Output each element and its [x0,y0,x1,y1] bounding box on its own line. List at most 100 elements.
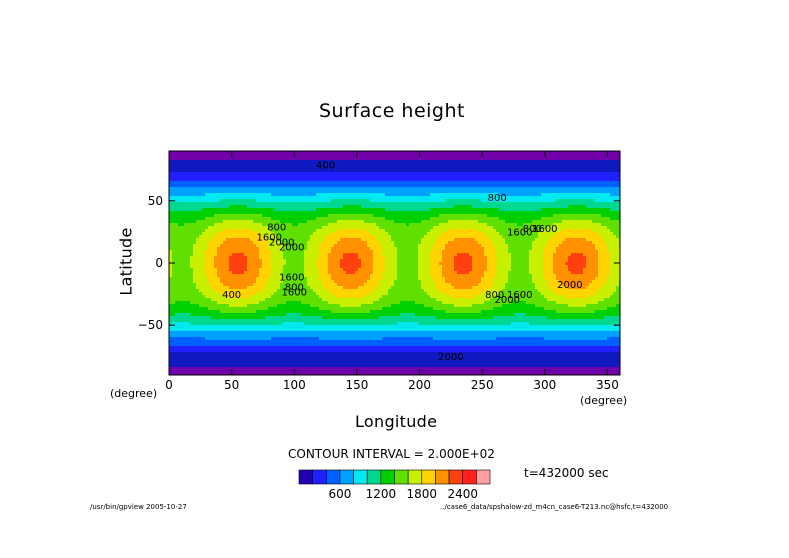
field-cell [322,310,325,313]
field-cell [319,151,322,154]
field-cell [271,256,274,259]
field-cell [181,253,184,256]
field-cell [265,154,268,157]
field-cell [259,370,262,373]
field-cell [256,268,259,271]
field-cell [238,313,241,316]
field-cell [271,166,274,169]
field-cell [346,250,349,253]
field-cell [343,184,346,187]
field-cell [289,346,292,349]
field-cell [268,349,271,352]
field-cell [235,178,238,181]
field-cell [298,277,301,280]
field-cell [244,316,247,319]
field-cell [184,172,187,175]
field-cell [310,319,313,322]
field-cell [259,217,262,220]
field-cell [229,247,232,250]
field-cell [187,337,190,340]
field-cell [226,208,229,211]
field-cell [289,358,292,361]
field-cell [172,211,175,214]
field-cell [274,214,277,217]
field-cell [223,328,226,331]
field-cell [229,151,232,154]
field-cell [346,331,349,334]
field-cell [223,313,226,316]
field-cell [211,265,214,268]
field-cell [280,238,283,241]
field-cell [349,223,352,226]
field-cell [247,373,250,375]
field-cell [268,280,271,283]
field-cell [169,247,172,250]
field-cell [205,160,208,163]
field-cell [331,226,334,229]
field-cell [196,292,199,295]
field-cell [361,310,364,313]
field-cell [256,277,259,280]
field-cell [334,364,337,367]
field-cell [250,157,253,160]
field-cell [286,268,289,271]
field-cell [199,211,202,214]
field-cell [292,301,295,304]
field-cell [205,361,208,364]
field-cell [349,370,352,373]
field-cell [202,154,205,157]
field-cell [193,349,196,352]
field-cell [310,253,313,256]
field-cell [193,274,196,277]
field-cell [310,193,313,196]
field-cell [196,250,199,253]
field-cell [352,340,355,343]
field-cell [274,289,277,292]
field-cell [214,181,217,184]
field-cell [262,178,265,181]
field-cell [304,316,307,319]
field-cell [310,247,313,250]
field-cell [289,352,292,355]
field-cell [190,199,193,202]
field-cell [220,334,223,337]
field-cell [349,313,352,316]
field-cell [187,208,190,211]
field-cell [247,289,250,292]
field-cell [268,367,271,370]
field-cell [259,220,262,223]
field-cell [202,316,205,319]
field-cell [349,292,352,295]
field-cell [307,313,310,316]
field-cell [283,337,286,340]
field-cell [274,232,277,235]
field-cell [316,271,319,274]
field-cell [217,328,220,331]
field-cell [364,235,367,238]
field-cell [280,151,283,154]
field-cell [325,196,328,199]
field-cell [322,262,325,265]
field-cell [214,295,217,298]
field-cell [316,178,319,181]
field-cell [232,202,235,205]
field-cell [181,217,184,220]
field-cell [226,163,229,166]
field-cell [169,220,172,223]
field-cell [277,226,280,229]
field-cell [301,325,304,328]
field-cell [268,151,271,154]
field-cell [271,184,274,187]
field-cell [313,241,316,244]
field-cell [313,268,316,271]
field-cell [307,187,310,190]
field-cell [229,370,232,373]
field-cell [217,349,220,352]
field-cell [286,205,289,208]
field-cell [304,262,307,265]
field-cell [280,325,283,328]
field-cell [355,247,358,250]
field-cell [190,373,193,375]
field-cell [313,298,316,301]
field-cell [205,250,208,253]
